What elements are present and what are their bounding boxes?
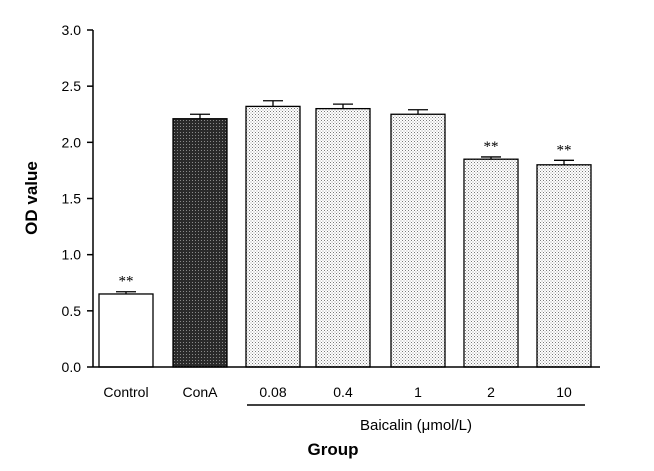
group-label: Baicalin (μmol/L) bbox=[360, 417, 472, 434]
significance-marker: ** bbox=[119, 274, 134, 290]
x-tick-label: Control bbox=[103, 384, 148, 400]
y-axis-title: OD value bbox=[22, 161, 41, 235]
bar bbox=[315, 107, 371, 368]
bar bbox=[536, 164, 592, 368]
y-tick-label: 1.5 bbox=[62, 191, 82, 207]
y-tick-label: 0.0 bbox=[62, 359, 82, 375]
x-tick-label: 2 bbox=[487, 384, 495, 400]
significance-marker: ** bbox=[557, 142, 572, 158]
y-tick-label: 1.0 bbox=[62, 247, 82, 263]
x-tick-label: 0.4 bbox=[333, 384, 353, 400]
x-tick-label: 10 bbox=[556, 384, 572, 400]
y-tick-label: 0.5 bbox=[62, 303, 82, 319]
y-tick-label: 2.5 bbox=[62, 78, 82, 94]
bar bbox=[172, 118, 228, 368]
bar bbox=[390, 113, 446, 368]
significance-marker: ** bbox=[484, 139, 499, 155]
bar bbox=[463, 158, 519, 368]
x-tick-label: 1 bbox=[414, 384, 422, 400]
x-tick-label: 0.08 bbox=[259, 384, 286, 400]
y-tick-label: 2.0 bbox=[62, 134, 82, 150]
y-tick-label: 3.0 bbox=[62, 22, 82, 38]
x-axis-title: Group bbox=[308, 440, 359, 459]
bar bbox=[98, 293, 154, 368]
x-tick-label: ConA bbox=[182, 384, 218, 400]
bar bbox=[245, 105, 301, 368]
